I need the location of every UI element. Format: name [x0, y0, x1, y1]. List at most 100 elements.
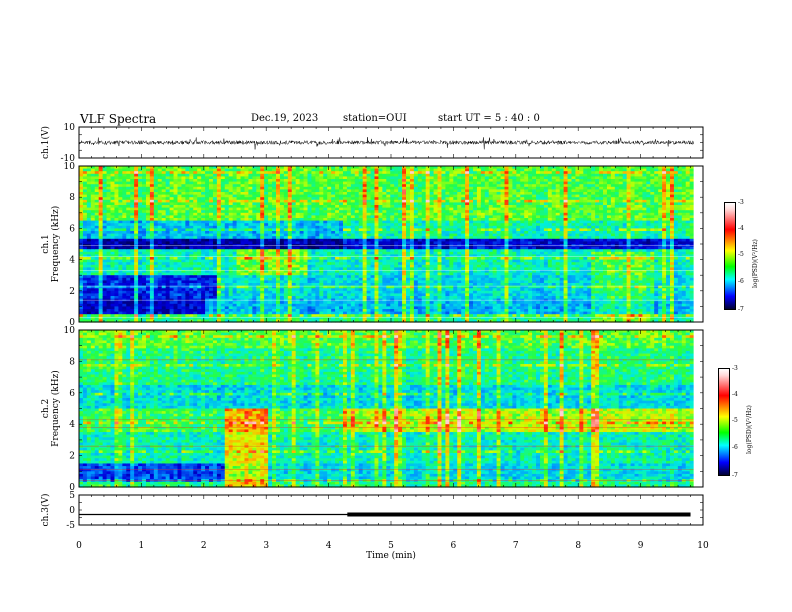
spectrogram-cell [102, 296, 108, 300]
spectrogram-cell [134, 173, 139, 177]
spectrogram-cell [86, 205, 92, 209]
spectrogram-cell [118, 202, 123, 206]
spectrogram-cell [102, 236, 108, 240]
spectrogram-cell [122, 309, 127, 313]
spectrogram-cell [106, 275, 112, 279]
spectrogram-cell [102, 210, 108, 214]
spectrogram-cell [79, 301, 84, 305]
spectrogram-cell [110, 277, 116, 281]
spectrogram-cell [142, 283, 147, 287]
spectrogram-cell [86, 173, 92, 177]
spectrogram-cell [118, 249, 123, 253]
spectrogram-cell [134, 194, 139, 198]
spectrogram-cell [98, 225, 104, 229]
spectrogram-cell [110, 197, 116, 201]
spectrogram-cell [90, 319, 96, 323]
spectrogram-cell [145, 241, 151, 245]
spectrogram-cell [122, 251, 127, 255]
spectrogram-cell [122, 223, 127, 227]
spectrogram-cell [110, 194, 116, 198]
spectrogram-cell [134, 293, 139, 297]
spectrogram-cell [122, 249, 127, 253]
spectrogram-cell [114, 314, 119, 318]
spectrogram-cell [114, 238, 119, 242]
spectrogram-cell [118, 207, 123, 211]
spectrogram-cell [126, 254, 131, 258]
ch1-spectrogram-panel [79, 166, 703, 323]
spectrogram-cell [142, 270, 147, 274]
spectrogram-cell [145, 207, 151, 211]
spectrogram-cell [98, 210, 104, 214]
spectrogram-cell [94, 207, 100, 211]
spectrogram-cell [126, 251, 131, 255]
spectrogram-cell [102, 225, 108, 229]
spectrogram-cell [134, 192, 139, 196]
spectrogram-cell [142, 280, 147, 284]
spectrogram-cell [134, 238, 139, 242]
spectrogram-cell [90, 173, 96, 177]
spectrogram-cell [79, 202, 84, 206]
spectrogram-cell [138, 199, 143, 203]
spectrogram-cell [134, 168, 139, 172]
spectrogram-cell [90, 293, 96, 297]
spectrogram-cell [110, 254, 116, 258]
spectrogram-cell [114, 241, 119, 245]
spectrogram-cell [90, 264, 96, 268]
spectrogram-cell [145, 168, 151, 172]
spectrogram-cell [142, 311, 147, 315]
spectrogram-cell [126, 171, 131, 175]
spectrogram-cell [118, 251, 123, 255]
spectrogram-cell [122, 301, 127, 305]
spectrogram-cell [98, 212, 104, 216]
spectrogram-cell [118, 173, 123, 177]
spectrogram-cell [114, 277, 119, 281]
spectrogram-cell [90, 223, 96, 227]
spectrogram-cell [82, 314, 88, 318]
spectrogram-cell [122, 306, 127, 310]
spectrogram-cell [130, 192, 135, 196]
spectrogram-cell [102, 220, 108, 224]
spectrogram-cell [86, 207, 92, 211]
spectrogram-cell [110, 179, 116, 183]
spectrogram-cell [102, 223, 108, 227]
spectrogram-cell [82, 262, 88, 266]
spectrogram-cell [138, 189, 143, 193]
spectrogram-cell [122, 225, 127, 229]
spectrogram-cell [94, 210, 100, 214]
spectrogram-cell [86, 251, 92, 255]
spectrogram-cell [114, 223, 119, 227]
spectrogram-cell [94, 220, 100, 224]
spectrogram-cell [94, 306, 100, 310]
spectrogram-cell [98, 194, 104, 198]
spectrogram-cell [130, 218, 135, 222]
spectrogram-cell [86, 218, 92, 222]
spectrogram-cell [130, 283, 135, 287]
spectrogram-cell [106, 210, 112, 214]
spectrogram-cell [102, 171, 108, 175]
spectrogram-cell [134, 241, 139, 245]
spectrogram-cell [138, 210, 143, 214]
spectrogram-cell [142, 202, 147, 206]
spectrogram-cell [102, 197, 108, 201]
spectrogram-cell [82, 189, 88, 193]
spectrogram-cell [134, 210, 139, 214]
spectrogram-cell [94, 179, 100, 183]
spectrogram-cell [79, 251, 84, 255]
spectrogram-cell [106, 166, 112, 170]
spectrogram-cell [118, 236, 123, 240]
spectrogram-cell [118, 316, 123, 320]
spectrogram-cell [138, 301, 143, 305]
spectrogram-cell [118, 199, 123, 203]
spectrogram-cell [94, 270, 100, 274]
spectrogram-cell [90, 218, 96, 222]
spectrogram-cell [110, 267, 116, 271]
spectrogram-cell [130, 251, 135, 255]
spectrogram-cell [138, 306, 143, 310]
spectrogram-cell [142, 301, 147, 305]
spectrogram-cell [94, 257, 100, 261]
spectrogram-cell [134, 236, 139, 240]
spectrogram-cell [90, 267, 96, 271]
spectrogram-cell [94, 251, 100, 255]
spectrogram-cell [86, 314, 92, 318]
spectrogram-cell [138, 194, 143, 198]
